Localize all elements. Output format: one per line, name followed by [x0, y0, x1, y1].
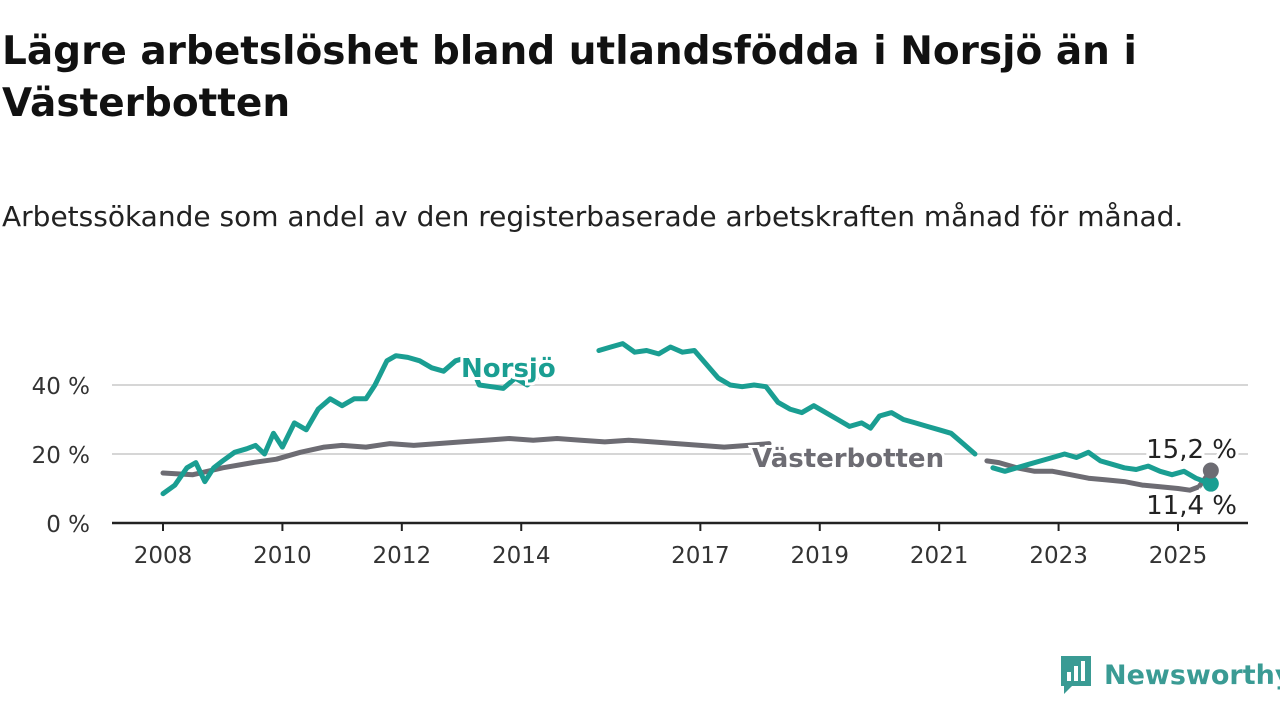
x-tick-label: 2014	[492, 543, 551, 569]
x-tick-label: 2012	[373, 543, 432, 569]
newsworthy-brand: Newsworthy	[1058, 654, 1280, 696]
y-tick-label: 0 %	[46, 512, 90, 538]
chart-title: Lägre arbetslöshet bland utlandsfödda i …	[2, 29, 1137, 126]
line-chart: 0 % 20 % 40 % 2008 2010 2012 2014 2017 2019 2021…	[32, 341, 1248, 569]
series-lines	[160, 341, 1219, 497]
y-axis-ticks: 0 % 20 % 40 %	[32, 374, 90, 538]
chart-subtitle: Arbetssökande som andel av den registerb…	[2, 200, 1184, 233]
series-label-norsjo: Norsjö	[461, 354, 556, 384]
y-tick-label: 40 %	[32, 374, 90, 400]
newsworthy-logo-icon	[1061, 656, 1091, 694]
end-point-norsjo	[1202, 475, 1219, 492]
x-tick-label: 2017	[671, 543, 730, 569]
series-labels: Norsjö Västerbotten 15,2 % 11,4 %	[458, 351, 1240, 524]
end-value-vasterbotten: 15,2 %	[1146, 435, 1237, 465]
brand-name: Newsworthy	[1104, 659, 1280, 691]
x-axis-ticks: 2008 2010 2012 2014 2017 2019 2021 2023 2025	[134, 523, 1208, 569]
x-tick-label: 2025	[1149, 543, 1208, 569]
series-line-vasterbotten	[984, 458, 1214, 493]
series-line-norsjo	[596, 341, 978, 457]
series-line-norsjo	[990, 449, 1214, 487]
series-line-vasterbotten	[160, 436, 772, 478]
x-tick-label: 2021	[910, 543, 969, 569]
series-label-vasterbotten: Västerbotten	[752, 444, 944, 474]
y-tick-label: 20 %	[32, 443, 90, 469]
end-value-norsjo: 11,4 %	[1146, 491, 1237, 521]
end-point-vasterbotten	[1202, 462, 1219, 479]
x-tick-label: 2019	[790, 543, 849, 569]
series-line-norsjo	[160, 353, 539, 497]
x-tick-label: 2008	[134, 543, 193, 569]
x-tick-label: 2010	[253, 543, 312, 569]
x-tick-label: 2023	[1029, 543, 1088, 569]
